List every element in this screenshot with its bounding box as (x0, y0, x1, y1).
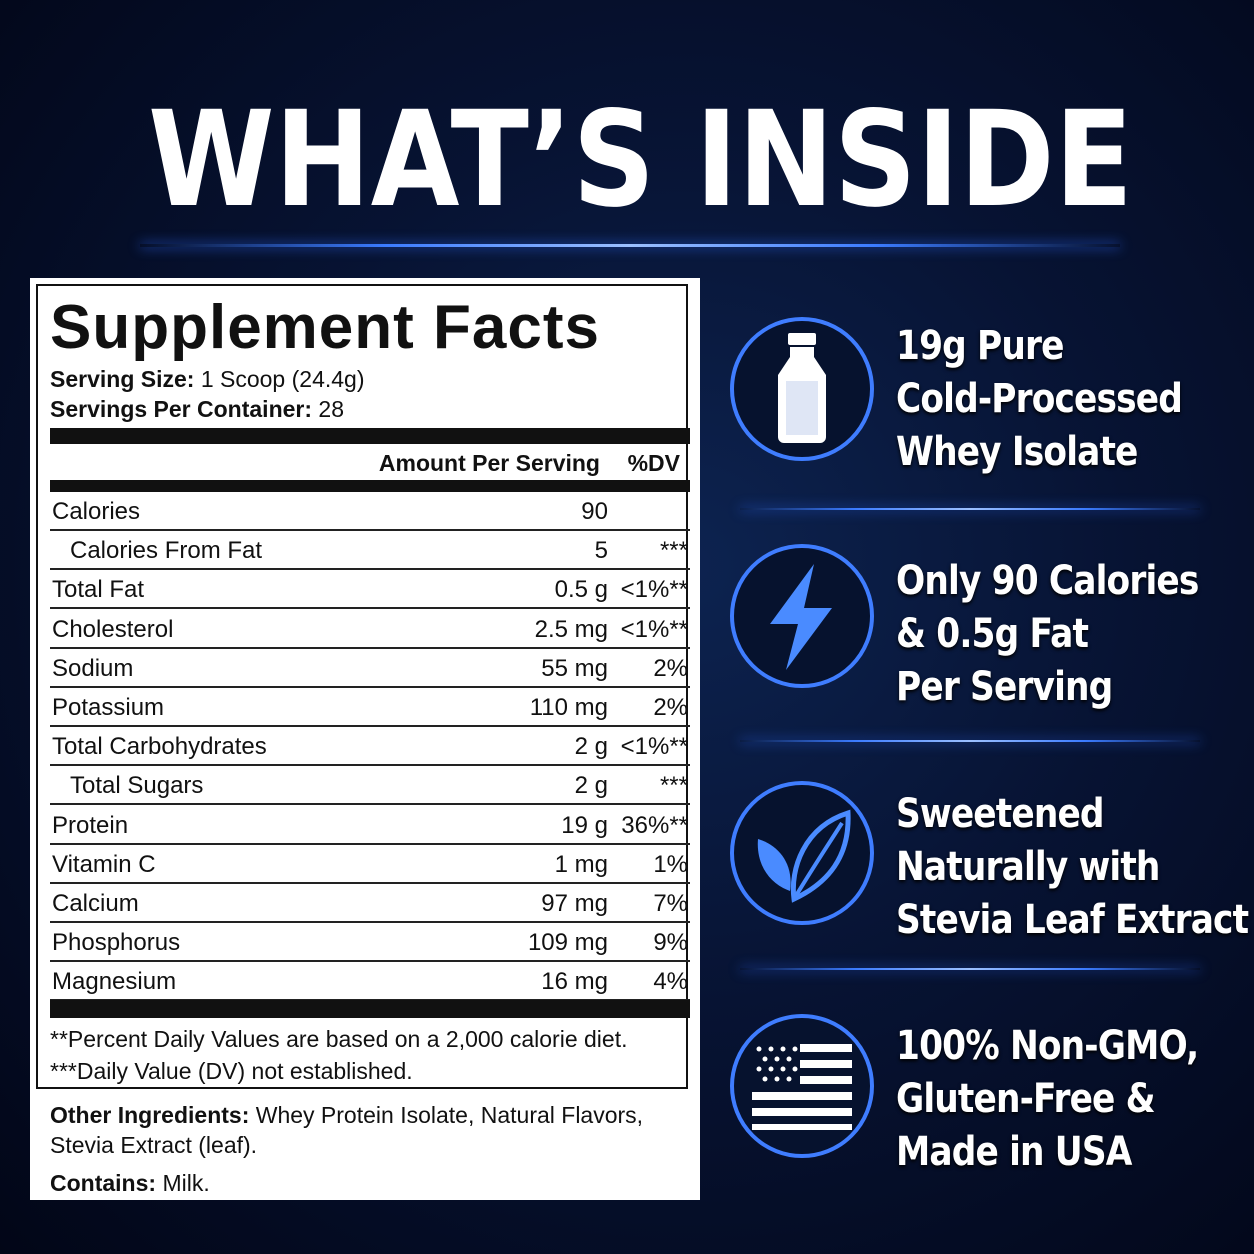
nutrient: Potassium (52, 694, 165, 721)
feature-text: Sweetened Naturally with Stevia Leaf Extra… (896, 788, 1249, 947)
facts-row: Calcium 97 mg 7% (50, 884, 690, 923)
header-dv: %DV (627, 450, 680, 476)
nutrient: Protein (52, 811, 129, 839)
daily-value: 7% (653, 890, 688, 917)
facts-row: Potassium 110 mg 2% (50, 688, 690, 727)
facts-row: Total Carbohydrates 2 g <1%** (50, 727, 690, 767)
feature-line: Made in USA (896, 1129, 1132, 1175)
nutrient: Phosphorus (52, 929, 181, 957)
feature-line: Only 90 Calories (896, 558, 1199, 604)
feature-line: Cold-Processed (896, 376, 1183, 422)
facts-row: Protein 19 g 36%** (50, 806, 690, 845)
amount: 90 (581, 498, 608, 525)
leaf-icon (730, 781, 874, 925)
feature-line: Sweetened (896, 791, 1105, 837)
amount: 2 g (574, 772, 608, 800)
feature-line: & 0.5g Fat (896, 611, 1089, 657)
feature-text: 100% Non-GMO, Gluten-Free & Made in USA (896, 1020, 1199, 1179)
amount: 16 mg (541, 968, 608, 996)
footnote: ***Daily Value (DV) not established. (50, 1058, 413, 1084)
value: 1 Scoop (24.4g) (200, 366, 365, 392)
amount: 2 g (574, 733, 608, 761)
facts-row: Vitamin C 1 mg 1% (50, 845, 690, 884)
daily-value: 2% (653, 694, 688, 721)
feature-line: Naturally with (896, 844, 1160, 890)
facts-row: Sodium 55 mg 2% (50, 649, 690, 688)
label: Contains: (50, 1170, 157, 1196)
amount: 0.5 g (554, 576, 608, 604)
feature-line: Whey Isolate (896, 429, 1138, 475)
separator (740, 508, 1200, 510)
feature-line: Gluten-Free & (896, 1076, 1156, 1122)
milk-icon (730, 317, 874, 461)
nutrient: Vitamin C (52, 850, 156, 878)
nutrient: Calories (52, 498, 141, 525)
bolt-icon (730, 544, 874, 688)
header-amount: Amount Per Serving (378, 450, 600, 476)
rule (50, 1000, 690, 1018)
amount: 109 mg (527, 929, 608, 957)
feature-line: 100% Non-GMO, (896, 1023, 1199, 1069)
nutrient: Sodium (52, 654, 134, 682)
title-svg: WHAT’S INSIDE (148, 83, 1133, 237)
footnote: **Percent Daily Values are based on a 2,… (50, 1026, 628, 1052)
daily-value: 36%** (621, 811, 688, 839)
feature-text: 19g Pure Cold-Processed Whey Isolate (896, 320, 1183, 479)
facts-row: Calories 90 (50, 492, 690, 531)
amount: 2.5 mg (534, 615, 608, 643)
label: Servings Per Container: (50, 396, 313, 422)
facts-row: Calories From Fat 5 *** (50, 531, 690, 571)
label: Serving Size: (50, 366, 195, 392)
daily-value: *** (659, 772, 688, 800)
facts-row: Magnesium 16 mg 4% (50, 962, 690, 1002)
value: 28 (318, 396, 345, 422)
facts-row: Cholesterol 2.5 mg <1%** (50, 610, 690, 649)
rule (50, 428, 690, 444)
nutrient: Cholesterol (52, 615, 174, 643)
daily-value: *** (659, 537, 688, 565)
title-underline (140, 244, 1120, 247)
nutrient: Total Sugars (70, 772, 204, 800)
feature-text: Only 90 Calories & 0.5g Fat Per Serving (896, 555, 1199, 714)
feature-line: Per Serving (896, 664, 1113, 710)
amount: 55 mg (541, 654, 608, 682)
amount: 5 (594, 537, 608, 565)
amount: 97 mg (541, 890, 608, 917)
facts-row: Total Fat 0.5 g <1%** (50, 570, 690, 610)
facts-box: Supplement Facts Serving Size: 1 Scoop (… (36, 284, 690, 1089)
facts-panel: Supplement Facts Serving Size: 1 Scoop (… (30, 278, 700, 1200)
nutrient: Total Carbohydrates (52, 733, 267, 761)
title: WHAT’S INSIDE (148, 83, 1133, 237)
amount: 1 mg (554, 850, 608, 878)
value: Milk. (162, 1170, 210, 1196)
nutrient: Magnesium (52, 968, 177, 996)
daily-value: 1% (653, 850, 688, 878)
feature-line: 19g Pure (896, 323, 1064, 369)
feature-line: Stevia Leaf Extract (896, 897, 1249, 943)
value: Whey Protein Isolate, Natural Flavors, S… (50, 1102, 644, 1158)
label: Other Ingredients: (50, 1102, 250, 1128)
facts-row: Phosphorus 109 mg 9% (50, 923, 690, 963)
amount: 19 g (561, 811, 608, 839)
daily-value: 9% (653, 929, 688, 957)
separator (740, 968, 1200, 970)
separator (740, 740, 1200, 742)
facts-title: Supplement Facts (50, 293, 600, 362)
nutrient: Total Fat (52, 576, 145, 604)
facts-row: Total Sugars 2 g *** (50, 766, 690, 806)
flag-icon (730, 1014, 874, 1158)
daily-value: <1%** (620, 576, 688, 604)
daily-value: <1%** (620, 615, 688, 643)
daily-value: 4% (653, 968, 688, 996)
rule (50, 480, 690, 492)
nutrient: Calcium (52, 890, 139, 917)
daily-value: 2% (653, 654, 688, 682)
daily-value: <1%** (620, 733, 688, 761)
nutrient: Calories From Fat (70, 537, 263, 565)
amount: 110 mg (529, 694, 608, 721)
